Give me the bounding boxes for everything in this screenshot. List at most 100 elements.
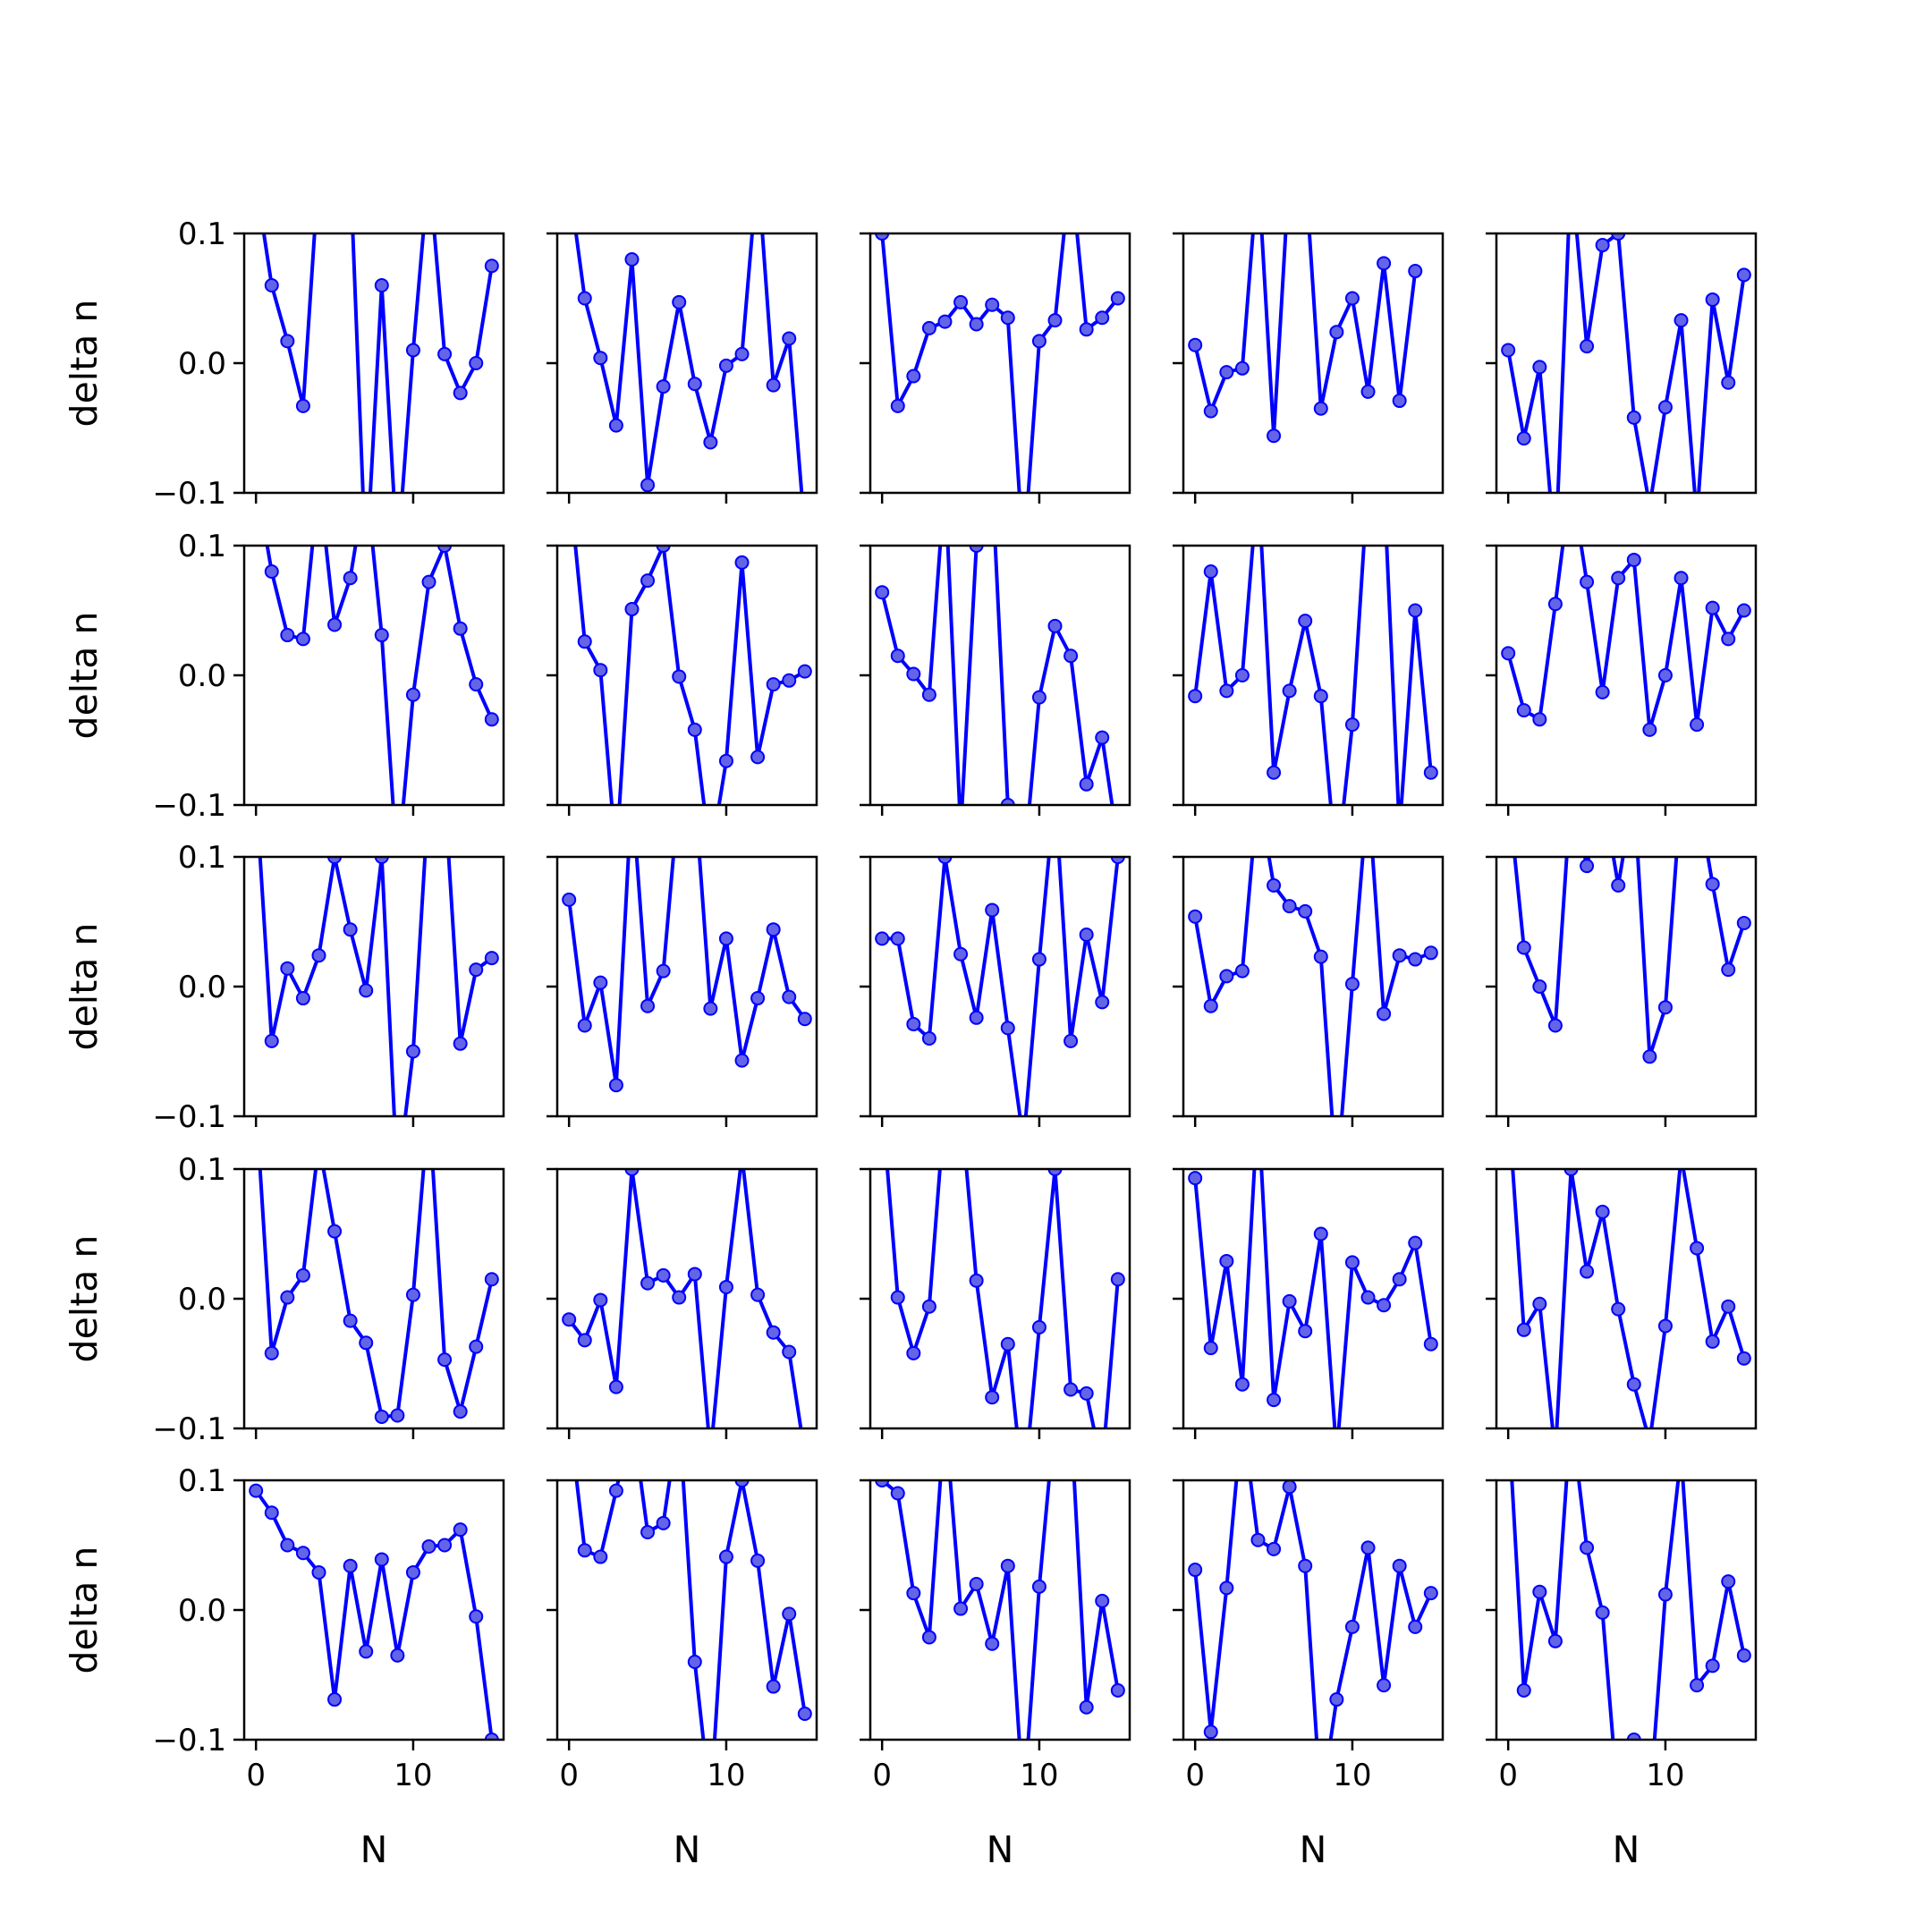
- point-13: [453, 386, 468, 401]
- point-15: [797, 1707, 812, 1721]
- point-3: [608, 1379, 623, 1394]
- panel-r5-c2: 0 10N: [547, 1410, 818, 1871]
- point-12: [750, 1287, 766, 1302]
- series-line: [1506, 546, 1746, 732]
- series-line: [567, 857, 807, 1088]
- plot-area: [875, 857, 1125, 1116]
- series-line: [880, 1480, 1120, 1740]
- point-3: [295, 991, 310, 1006]
- point-1: [264, 1033, 279, 1048]
- plot-area: [1511, 1150, 1751, 1428]
- point-14: [469, 356, 484, 370]
- point-2: [906, 1345, 921, 1360]
- point-7: [673, 786, 685, 799]
- point-6: [343, 1558, 358, 1573]
- point-2: [280, 628, 295, 643]
- point-10: [718, 1549, 733, 1564]
- point-11: [423, 786, 436, 799]
- point-3: [295, 1546, 310, 1561]
- point-3: [295, 631, 310, 647]
- point-12: [1690, 513, 1703, 525]
- point-4: [937, 857, 953, 864]
- point-7: [985, 297, 1000, 312]
- point-5: [327, 617, 343, 632]
- point-3: [1234, 963, 1250, 979]
- point-13: [1079, 1385, 1094, 1401]
- point-4: [1250, 1532, 1266, 1547]
- point-9: [1642, 1049, 1657, 1064]
- point-5: [640, 573, 656, 589]
- point-1: [1516, 703, 1531, 718]
- y-tick-label: −0.1: [152, 476, 226, 512]
- point-14: [782, 673, 797, 688]
- point-8: [1626, 1377, 1641, 1392]
- point-15: [799, 1448, 811, 1461]
- point-11: [1675, 1150, 1688, 1163]
- y-tick-label: 0.1: [178, 1463, 226, 1499]
- point-3: [608, 1483, 623, 1498]
- point-2: [593, 975, 608, 990]
- point-13: [766, 922, 781, 937]
- point-4: [1564, 1410, 1577, 1422]
- point-11: [734, 555, 750, 570]
- point-11: [734, 1480, 750, 1487]
- series-line: [574, 1480, 807, 1740]
- point-9: [704, 1799, 716, 1811]
- point-8: [1000, 1336, 1015, 1352]
- point-8: [374, 278, 389, 292]
- point-7: [359, 1644, 374, 1659]
- point-7: [672, 294, 687, 309]
- point-0: [250, 786, 262, 799]
- series-line: [258, 857, 494, 1116]
- point-10: [1344, 977, 1360, 992]
- point-8: [689, 786, 701, 799]
- point-2: [280, 1538, 295, 1553]
- point-10: [1344, 291, 1360, 306]
- point-4: [312, 475, 325, 487]
- point-10: [1344, 1255, 1360, 1270]
- point-5: [1580, 339, 1595, 354]
- point-2: [906, 666, 921, 682]
- axes-frame: [869, 855, 1131, 1118]
- point-5: [1580, 859, 1595, 874]
- point-3: [921, 1031, 936, 1046]
- point-4: [625, 1410, 638, 1422]
- point-0: [562, 1312, 577, 1327]
- point-4: [1251, 1098, 1264, 1111]
- point-1: [264, 1505, 279, 1521]
- point-11: [421, 574, 436, 589]
- point-14: [1721, 1299, 1736, 1314]
- point-11: [1360, 1540, 1376, 1555]
- point-2: [280, 961, 295, 976]
- point-1: [890, 398, 905, 413]
- y-axis-label: delta n: [63, 1235, 106, 1363]
- point-9: [1017, 864, 1030, 877]
- point-5: [640, 478, 656, 493]
- point-8: [687, 1655, 702, 1669]
- point-2: [1532, 360, 1547, 375]
- point-2: [1532, 1584, 1547, 1599]
- point-0: [1502, 1410, 1514, 1422]
- point-6: [1595, 1605, 1610, 1620]
- y-tick-label: −0.1: [152, 1723, 226, 1758]
- point-4: [1564, 786, 1577, 799]
- point-4: [938, 1098, 951, 1111]
- point-13: [766, 1325, 781, 1340]
- point-14: [1408, 603, 1423, 618]
- point-12: [1690, 786, 1703, 799]
- series-line: [1193, 857, 1432, 1116]
- plot-area: [261, 233, 499, 577]
- point-13: [453, 621, 468, 636]
- panel-r5-c3: 0 10N: [860, 1479, 1131, 1871]
- plot-area: [1188, 857, 1438, 1116]
- point-6: [1595, 238, 1610, 253]
- point-10: [405, 687, 420, 702]
- point-7: [360, 564, 372, 577]
- point-5: [640, 1275, 656, 1291]
- series-line: [261, 233, 494, 493]
- point-14: [1408, 952, 1423, 967]
- point-7: [672, 1290, 687, 1305]
- plot-area: [1188, 233, 1423, 444]
- point-9: [703, 1001, 718, 1016]
- point-5: [1580, 574, 1595, 589]
